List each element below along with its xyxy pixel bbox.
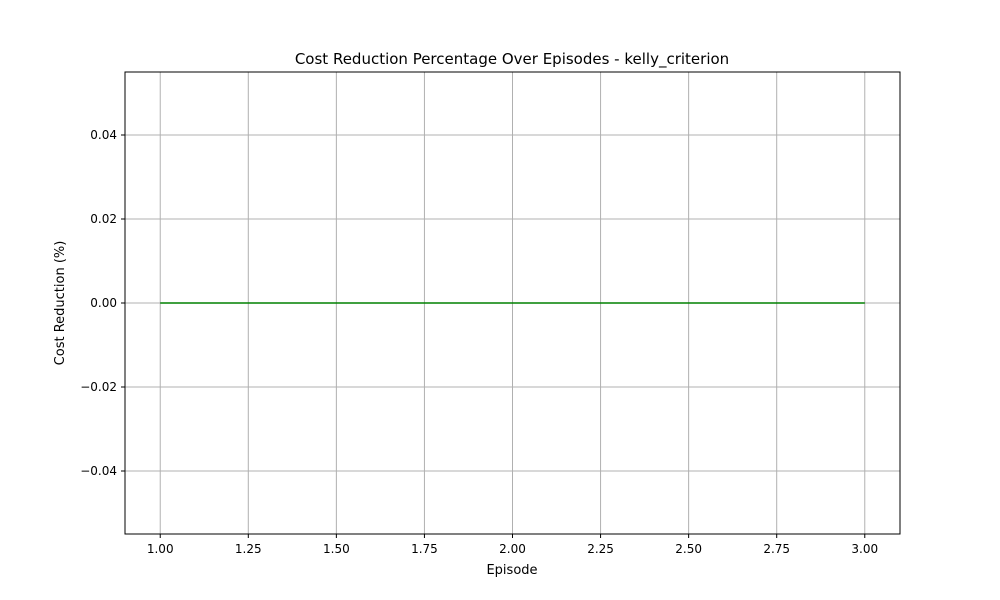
y-tick-label: 0.02 <box>90 212 117 226</box>
y-tick-label: −0.04 <box>80 464 117 478</box>
x-tick-label: 1.50 <box>323 542 350 556</box>
x-tick-label: 1.25 <box>235 542 262 556</box>
x-axis-label: Episode <box>486 563 537 578</box>
y-tick-label: 0.04 <box>90 128 117 142</box>
x-axis: 1.00 1.25 1.50 1.75 2.00 2.25 2.50 2.75 3.00 <box>147 534 878 556</box>
y-axis-label: Cost Reduction (%) <box>53 241 68 366</box>
y-tick-label: 0.00 <box>90 296 117 310</box>
x-tick-label: 1.00 <box>147 542 174 556</box>
x-tick-label: 2.50 <box>675 542 702 556</box>
x-tick-label: 2.75 <box>763 542 790 556</box>
y-axis: −0.04 −0.02 0.00 0.02 0.04 <box>80 128 125 478</box>
chart-title: Cost Reduction Percentage Over Episodes … <box>295 50 729 69</box>
x-tick-label: 2.25 <box>587 542 614 556</box>
x-tick-label: 1.75 <box>411 542 438 556</box>
x-tick-label: 2.00 <box>499 542 526 556</box>
y-tick-label: −0.02 <box>80 380 117 394</box>
x-tick-label: 3.00 <box>851 542 878 556</box>
